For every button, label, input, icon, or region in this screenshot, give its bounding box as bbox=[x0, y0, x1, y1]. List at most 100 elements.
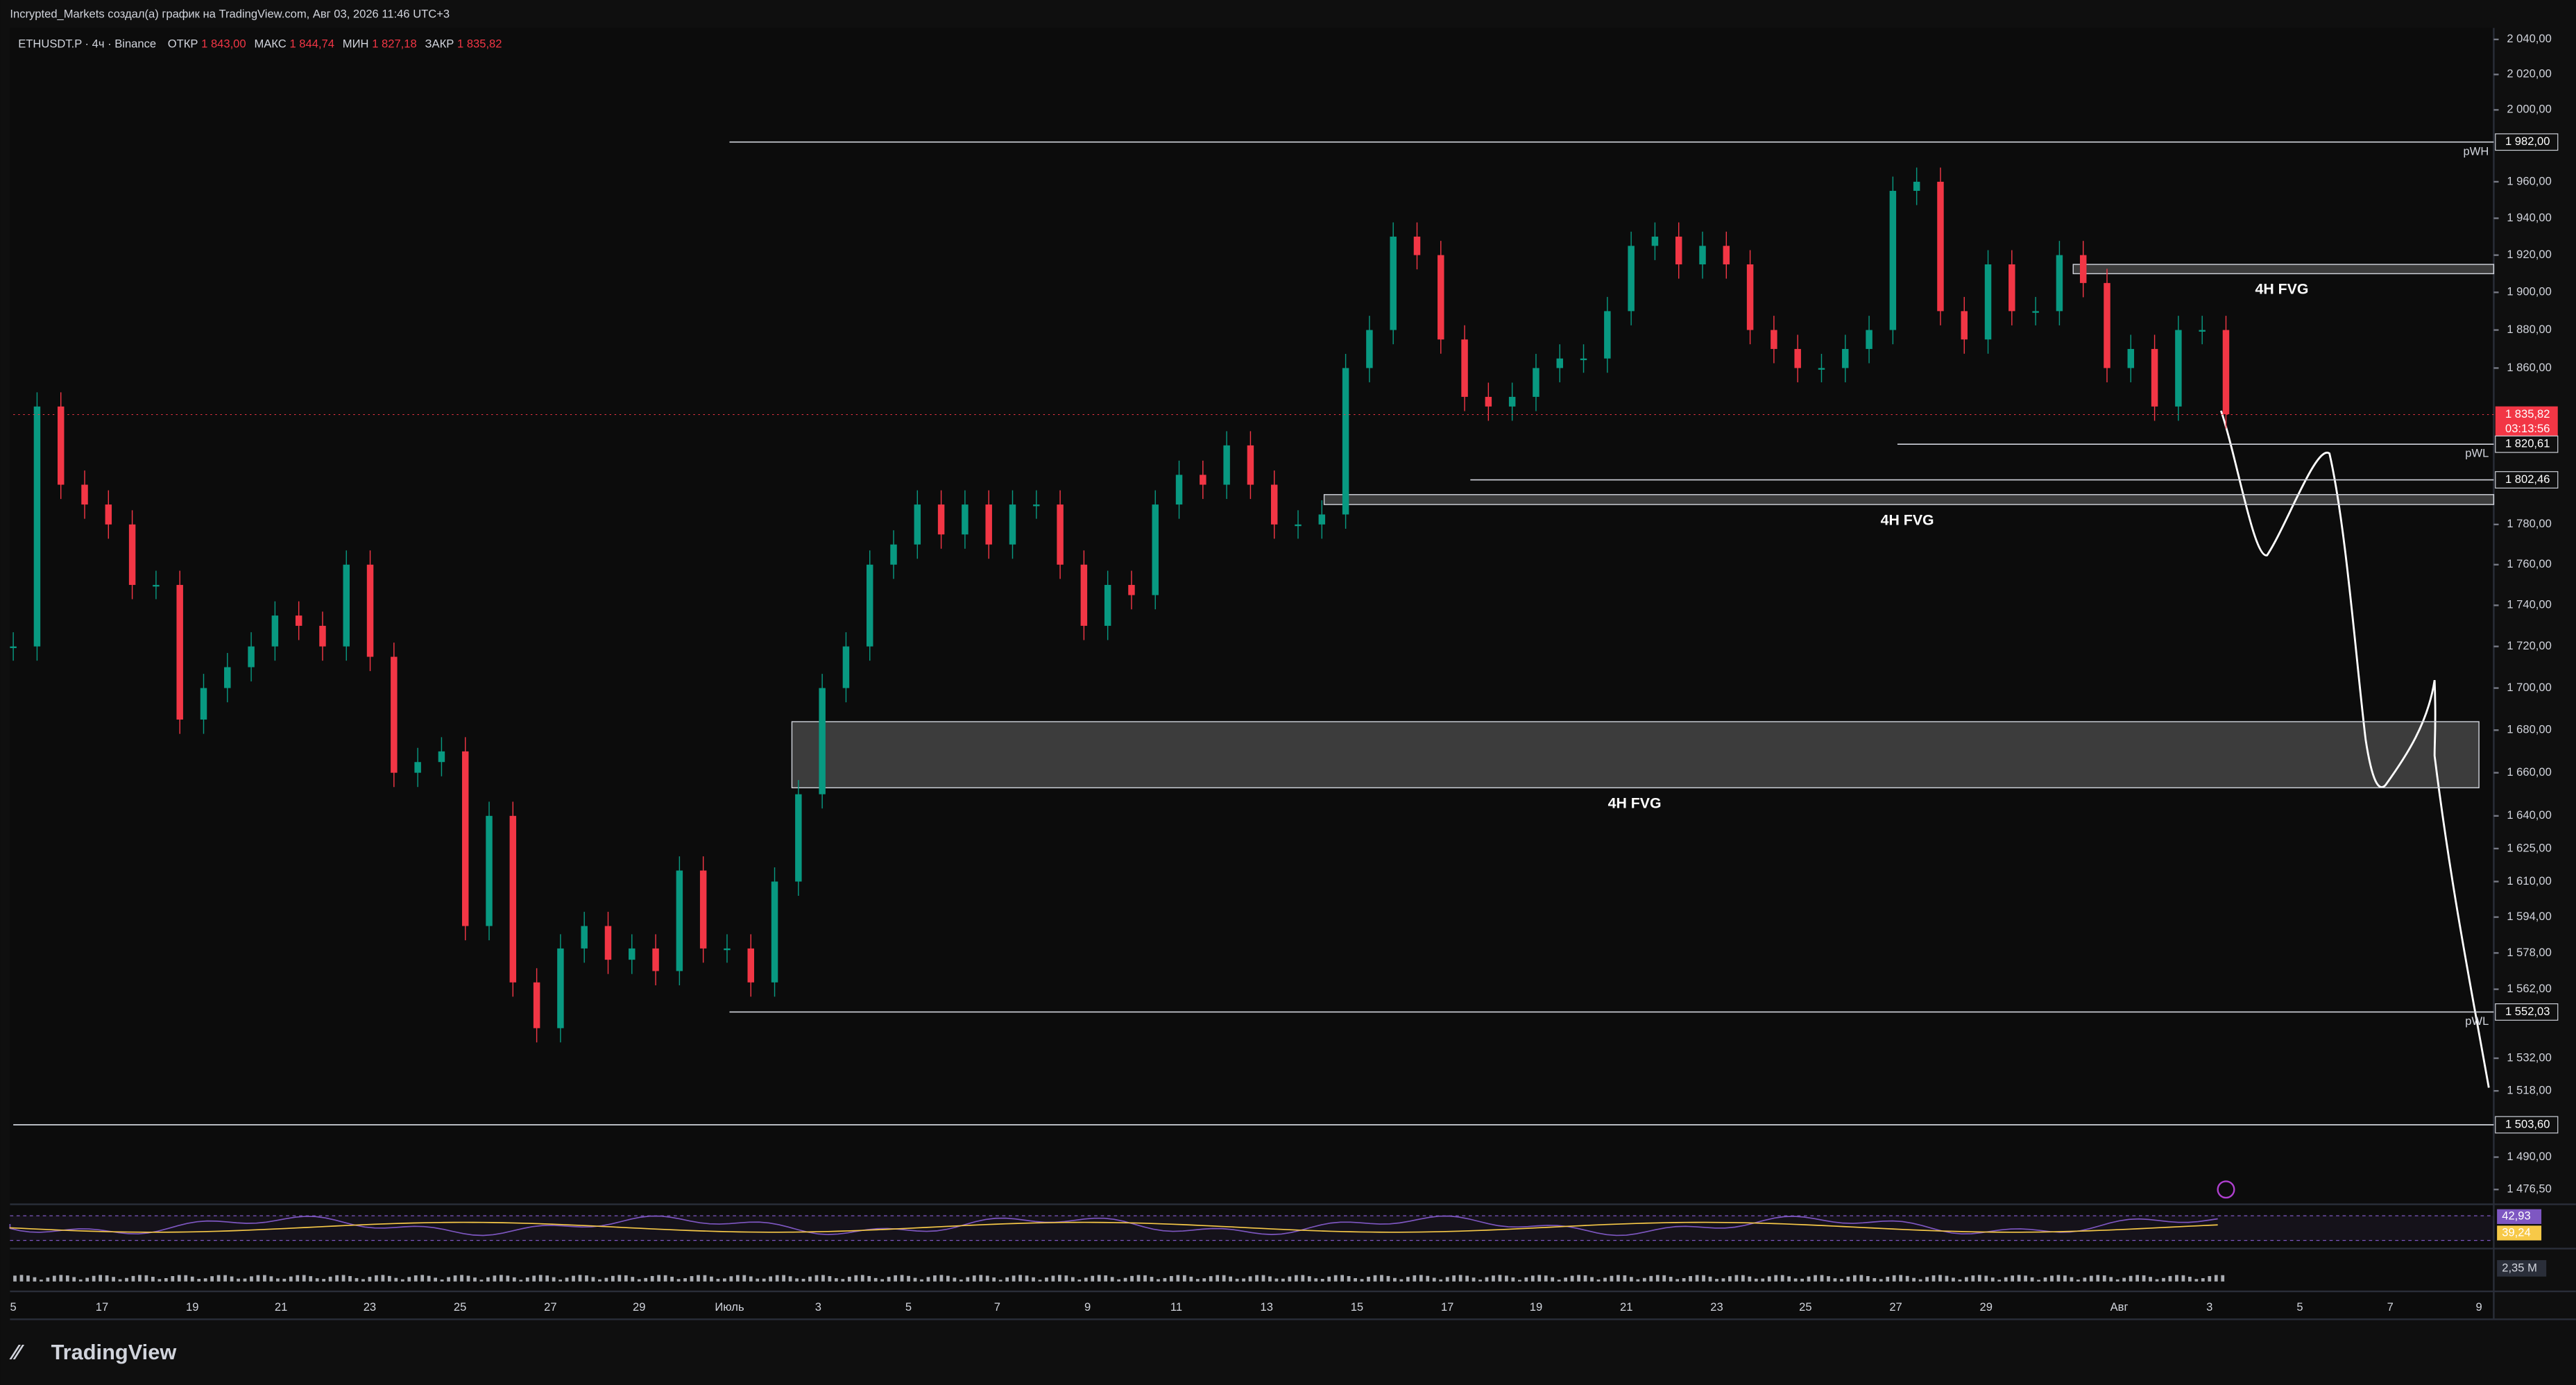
volume-bar bbox=[2175, 1275, 2178, 1282]
volume-bar bbox=[1413, 1275, 1417, 1282]
volume-bar bbox=[466, 1275, 470, 1282]
volume-bar bbox=[722, 1278, 726, 1282]
volume-bar bbox=[1603, 1277, 1607, 1282]
volume-bar bbox=[1669, 1277, 1673, 1282]
candle bbox=[1556, 358, 1563, 368]
candle bbox=[819, 688, 826, 795]
candle bbox=[461, 751, 469, 926]
candle bbox=[1009, 504, 1016, 545]
volume-bar bbox=[1977, 1275, 1981, 1282]
price-tick-label: 1 740,00 bbox=[2507, 598, 2551, 611]
candle bbox=[1461, 339, 1468, 397]
volume-bar bbox=[1537, 1275, 1542, 1282]
volume-bar bbox=[1301, 1275, 1305, 1282]
candle bbox=[366, 564, 374, 657]
volume-bar bbox=[2011, 1275, 2015, 1282]
volume-bar bbox=[1268, 1276, 1272, 1282]
volume-bar bbox=[598, 1279, 602, 1282]
volume-bar bbox=[1465, 1275, 1469, 1282]
volume-bar bbox=[1393, 1277, 1397, 1282]
time-tick-label: 25 bbox=[1799, 1300, 1811, 1314]
volume-bar bbox=[1367, 1276, 1370, 1282]
volume-bar bbox=[814, 1275, 819, 1282]
candle bbox=[2175, 330, 2182, 407]
candle bbox=[533, 982, 540, 1028]
time-tick-label: 19 bbox=[186, 1300, 198, 1314]
volume-bar bbox=[1058, 1275, 1061, 1282]
volume-bar bbox=[1439, 1279, 1443, 1282]
candle bbox=[391, 656, 398, 773]
volume-bar bbox=[1261, 1275, 1265, 1282]
legend-label: МАКС bbox=[254, 37, 286, 50]
alert-icon[interactable] bbox=[2217, 1180, 2235, 1199]
volume-bar bbox=[1925, 1277, 1929, 1282]
candle bbox=[81, 484, 88, 505]
candle bbox=[1651, 237, 1659, 246]
volume-bar bbox=[1767, 1276, 1771, 1282]
price-marker-label: 1 503,60 bbox=[2505, 1117, 2550, 1130]
candle bbox=[1794, 348, 1801, 368]
volume-bar bbox=[1347, 1276, 1351, 1282]
volume-bar bbox=[1997, 1280, 2002, 1282]
level-tag: pWL bbox=[2465, 447, 2489, 460]
fvg-zone bbox=[1323, 494, 2495, 505]
volume-bar bbox=[1675, 1279, 1680, 1282]
candle bbox=[33, 406, 41, 647]
time-tick-label: 21 bbox=[1620, 1300, 1632, 1314]
volume-bar bbox=[1458, 1275, 1462, 1282]
price-marker-box bbox=[2495, 471, 2559, 488]
volume-bar bbox=[900, 1275, 904, 1282]
volume-bar bbox=[1570, 1275, 1574, 1282]
volume-bar bbox=[1617, 1275, 1620, 1282]
volume-bar bbox=[1038, 1280, 1042, 1282]
volume-bar bbox=[663, 1275, 667, 1282]
candle bbox=[1866, 330, 1873, 349]
volume-bar bbox=[1820, 1275, 1824, 1282]
volume-bar bbox=[125, 1277, 128, 1282]
time-tick-label: 9 bbox=[2475, 1300, 2482, 1314]
volume-bar bbox=[1866, 1275, 1870, 1282]
rsi-line bbox=[9, 1215, 2218, 1237]
volume-bar bbox=[762, 1278, 766, 1282]
volume-bar bbox=[1432, 1277, 1436, 1282]
volume-bar bbox=[1905, 1275, 1909, 1282]
fvg-label: 4H FVG bbox=[1881, 511, 1934, 528]
volume-bar bbox=[184, 1275, 188, 1282]
volume-bar bbox=[40, 1280, 43, 1282]
volume-bar bbox=[1110, 1277, 1114, 1282]
volume-bar bbox=[676, 1279, 681, 1282]
candle bbox=[604, 926, 612, 960]
volume-bar bbox=[2096, 1275, 2100, 1282]
volume-bar bbox=[282, 1278, 287, 1282]
volume-bar bbox=[1117, 1279, 1120, 1282]
volume-bar bbox=[1025, 1275, 1029, 1282]
volume-bar bbox=[177, 1275, 181, 1282]
volume-bar bbox=[1419, 1275, 1423, 1282]
volume-bar bbox=[1157, 1279, 1160, 1282]
candle bbox=[57, 406, 65, 485]
volume-bar bbox=[2168, 1275, 2172, 1282]
volume-bar bbox=[1143, 1275, 1147, 1282]
legend-value: 1 843,00 bbox=[201, 37, 246, 50]
volume-bar bbox=[256, 1275, 260, 1282]
candle bbox=[1413, 237, 1421, 255]
volume-bar bbox=[46, 1277, 50, 1282]
volume-bar bbox=[171, 1276, 175, 1282]
time-tick-label: 3 bbox=[815, 1300, 821, 1314]
volume-bar bbox=[939, 1275, 944, 1282]
volume-bar bbox=[1136, 1275, 1141, 1282]
candle bbox=[890, 544, 897, 565]
candle bbox=[1438, 255, 1444, 340]
volume-bar bbox=[538, 1275, 543, 1282]
volume-bar bbox=[1945, 1275, 1949, 1282]
volume-bar bbox=[532, 1275, 536, 1282]
volume-bar bbox=[631, 1277, 635, 1282]
volume-bar bbox=[2056, 1275, 2061, 1282]
volume-bar bbox=[1899, 1275, 1903, 1282]
volume-bar bbox=[157, 1279, 162, 1282]
volume-bar bbox=[729, 1276, 733, 1282]
volume-bar bbox=[1492, 1275, 1495, 1282]
volume-bar bbox=[1189, 1276, 1193, 1282]
